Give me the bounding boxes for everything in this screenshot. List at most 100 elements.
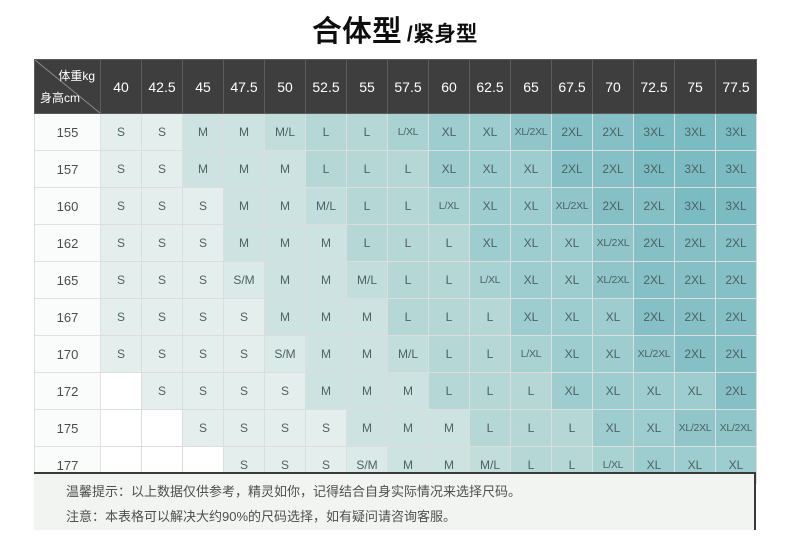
table-row: 175 S S S S M M M L L L XL XL XL/2XL XL/2XL [34,409,757,447]
table-row: 160 S S S M M M/L L L L/XL XL XL XL/2XL 2XL 2XL 3XL 3XL [34,187,757,225]
size-cell: XL [633,409,675,447]
size-cell: XL/2XL [633,335,675,373]
size-cell: 2XL [674,335,716,373]
size-cell: S [141,224,183,262]
size-cell: 3XL [674,150,716,188]
size-cell: S [182,298,224,336]
size-cell: XL [551,372,593,410]
size-cell: S [141,113,183,151]
size-cell: L [469,335,511,373]
size-cell: XL [592,335,634,373]
size-cell: S [100,261,142,299]
size-cell: S [182,261,224,299]
size-cell: L [346,187,388,225]
weight-header-cell: 42.5 [141,59,183,114]
table-row: 162 S S S M M M L L L XL XL XL XL/2XL 2XL 2XL 2XL [34,224,757,262]
weight-header-cell: 52.5 [305,59,347,114]
table-row: 167 S S S S M M M L L L XL XL XL 2XL 2XL 2XL [34,298,757,336]
size-cell: XL [633,372,675,410]
size-cell: XL/2XL [592,261,634,299]
size-cell: 2XL [592,150,634,188]
size-cell: M [223,187,265,225]
size-cell: L [428,224,470,262]
size-cell: XL/2XL [674,409,716,447]
size-cell: S [223,298,265,336]
size-cell: L [428,298,470,336]
weight-header-cell: 65 [510,59,552,114]
size-cell: M [305,261,347,299]
size-cell: S [182,187,224,225]
size-cell: L [387,150,429,188]
size-cell: 2XL [715,298,757,336]
size-cell: XL [469,224,511,262]
size-cell: XL [469,187,511,225]
size-cell: L [510,409,552,447]
weight-header-cell: 45 [182,59,224,114]
size-cell: 2XL [715,261,757,299]
note-attention: 注意：本表格可以解决大约90%的尺码选择，如有疑问请咨询客服。 [66,509,457,524]
size-cell: 2XL [715,224,757,262]
size-cell: L/XL [510,335,552,373]
size-cell: 2XL [633,224,675,262]
size-cell: XL [428,113,470,151]
size-cell: XL [510,261,552,299]
size-cell: S [141,150,183,188]
size-cell: M [223,150,265,188]
diagonal-divider [35,60,100,113]
weight-header-cell: 60 [428,59,470,114]
table-row: 170 S S S S S/M M M M/L L L L/XL XL XL XL/2XL 2XL 2XL [34,335,757,373]
size-cell: S [141,187,183,225]
size-cell: S [141,298,183,336]
size-cell: XL [551,335,593,373]
size-cell: XL [469,150,511,188]
size-cell: S [264,372,306,410]
size-chart-table: 体重kg 身高cm 40 42.5 45 47.5 50 52.5 55 57.5 60 62.5… [34,59,757,484]
size-cell: S [100,224,142,262]
size-cell: S/M [264,335,306,373]
weight-axis-label: 体重kg [58,69,95,83]
size-cell: XL [551,298,593,336]
size-cell: XL [510,224,552,262]
size-cell: 3XL [674,113,716,151]
size-cell: M/L [346,261,388,299]
size-cell: S [182,409,224,447]
size-cell: S [223,372,265,410]
size-cell: S/M [223,261,265,299]
height-cell: 157 [34,150,101,188]
corner-header-cell: 体重kg 身高cm [34,59,101,114]
size-cell: L [387,224,429,262]
weight-header-cell: 70 [592,59,634,114]
size-cell: XL/2XL [551,187,593,225]
size-cell: 2XL [633,261,675,299]
size-cell: L [428,335,470,373]
size-cell: L [469,298,511,336]
size-cell: M/L [387,335,429,373]
size-cell: S [264,409,306,447]
notes-panel: 温馨提示：以上数据仅供参考，精灵如你，记得结合自身实际情况来选择尺码。 注意：本… [34,472,756,530]
size-cell: L [346,224,388,262]
empty-cell [141,409,183,447]
size-cell: M [182,150,224,188]
table-row: 172 S S S S M M M L L L XL XL XL XL 2XL [34,372,757,410]
table-row: 165 S S S S/M M M M/L L L L/XL XL XL XL/2XL 2XL 2XL 2XL [34,261,757,299]
size-cell: M [264,261,306,299]
size-cell: L [428,372,470,410]
size-cell: M [264,150,306,188]
size-cell: 3XL [674,187,716,225]
size-cell: 2XL [633,298,675,336]
size-cell: 3XL [715,150,757,188]
height-cell: 165 [34,261,101,299]
height-cell: 160 [34,187,101,225]
size-cell: XL/2XL [592,224,634,262]
weight-header-cell: 50 [264,59,306,114]
size-cell: L [551,409,593,447]
size-cell: S [141,261,183,299]
size-cell: M [428,409,470,447]
size-cell: M/L [264,113,306,151]
weight-header-cell: 55 [346,59,388,114]
size-cell: 2XL [674,224,716,262]
size-cell: L/XL [387,113,429,151]
size-cell: XL [428,150,470,188]
table-row: 155 S S M M M/L L L L/XL XL XL XL/2XL 2XL 2XL 3XL 3XL 3X… [34,113,757,151]
size-cell: S [182,372,224,410]
